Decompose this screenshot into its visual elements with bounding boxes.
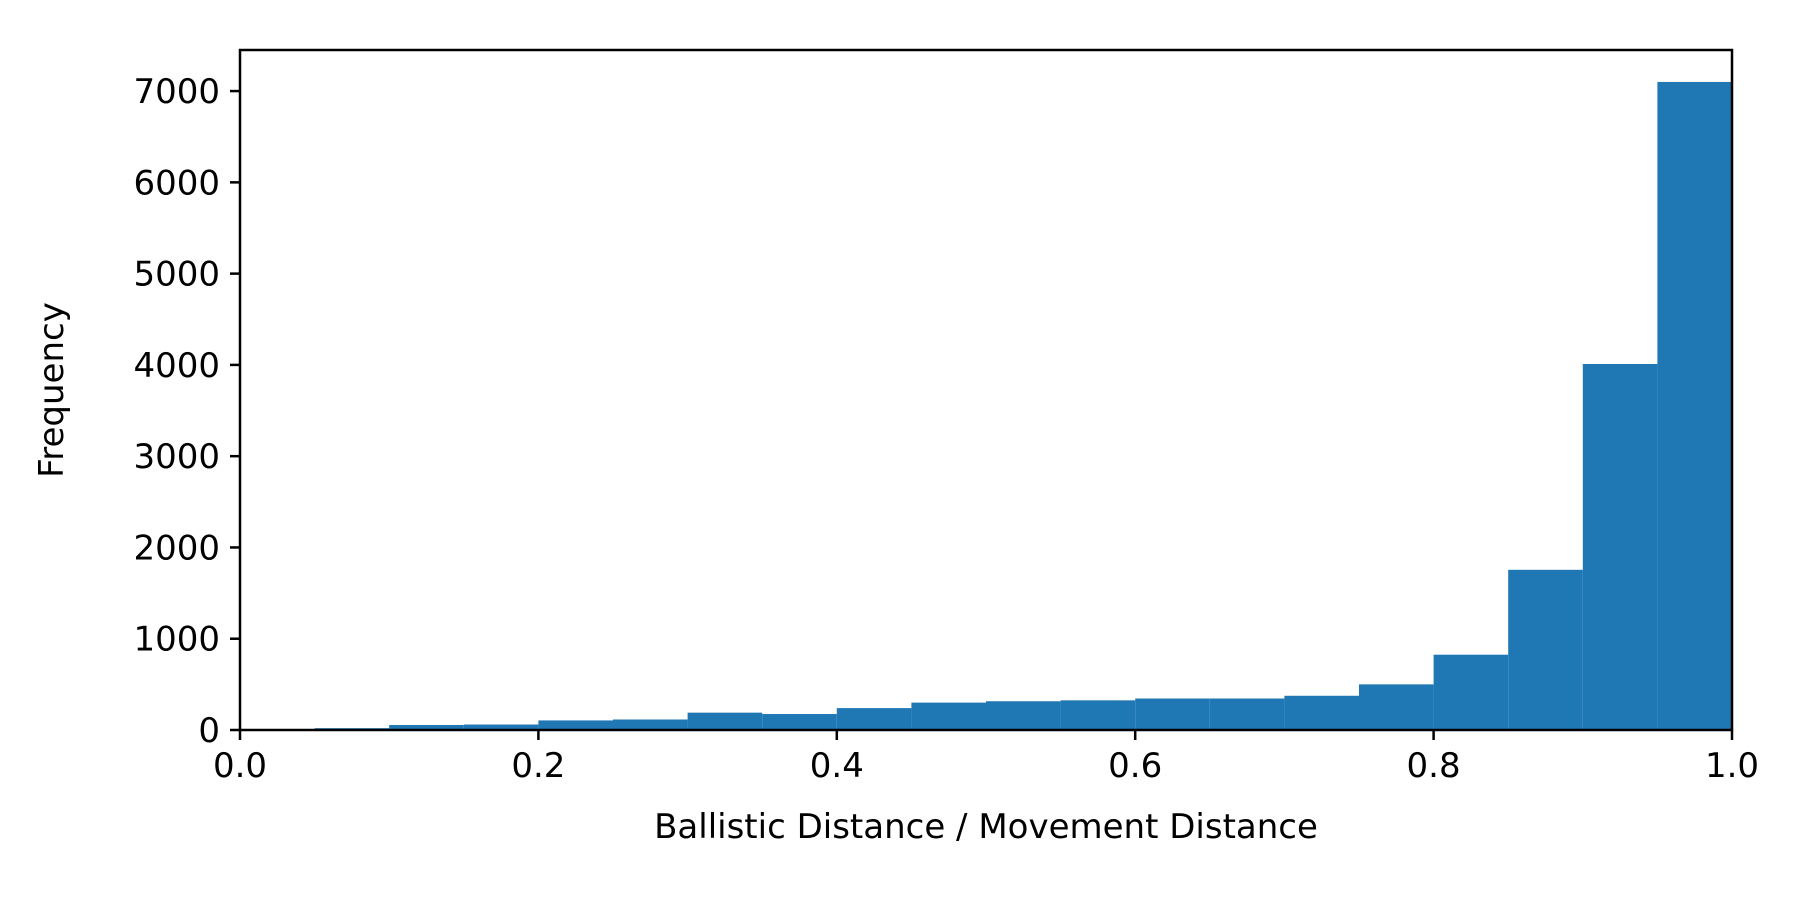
histogram-bar [1135, 698, 1210, 730]
y-tick-label: 0 [198, 711, 220, 751]
x-tick-label: 0.0 [213, 746, 267, 786]
histogram-bar [762, 714, 837, 730]
y-tick-label: 1000 [133, 620, 220, 660]
histogram-bar [911, 702, 986, 730]
y-tick-label: 4000 [133, 346, 220, 386]
y-axis-ticks: 0 1000 2000 3000 4000 5000 6000 7000 [133, 72, 240, 751]
histogram-bar [1657, 81, 1732, 731]
y-tick-label: 3000 [133, 437, 220, 477]
histogram-bar [687, 712, 763, 730]
y-tick-label: 6000 [133, 163, 220, 203]
histogram-bar [1433, 654, 1509, 730]
histogram-bar [1508, 569, 1583, 730]
histogram-bar [1359, 684, 1434, 730]
histogram-bars [314, 81, 1732, 731]
y-tick-label: 5000 [133, 255, 220, 295]
y-axis-title: Frequency [32, 302, 72, 478]
y-tick-label: 2000 [133, 528, 220, 568]
histogram-bar [463, 724, 539, 730]
plot-frame [238, 48, 1734, 732]
histogram-bar [1582, 363, 1658, 730]
x-axis-title: Ballistic Distance / Movement Distance [654, 807, 1318, 847]
histogram-bar [1060, 700, 1136, 730]
histogram-bar [836, 708, 912, 730]
x-tick-label: 1.0 [1705, 746, 1759, 786]
histogram-bar [1284, 695, 1359, 730]
y-tick-label: 7000 [133, 72, 220, 112]
x-tick-label: 0.8 [1407, 746, 1461, 786]
x-tick-label: 0.2 [511, 746, 565, 786]
histogram-bar [538, 720, 613, 730]
histogram-bar [986, 701, 1061, 730]
histogram-bar [1209, 698, 1285, 730]
histogram-bar [613, 719, 688, 730]
x-tick-label: 0.4 [810, 746, 864, 786]
x-axis-ticks: 0.0 0.2 0.4 0.6 0.8 1.0 [213, 730, 1759, 786]
histogram-bar [389, 724, 464, 730]
x-tick-label: 0.6 [1108, 746, 1162, 786]
